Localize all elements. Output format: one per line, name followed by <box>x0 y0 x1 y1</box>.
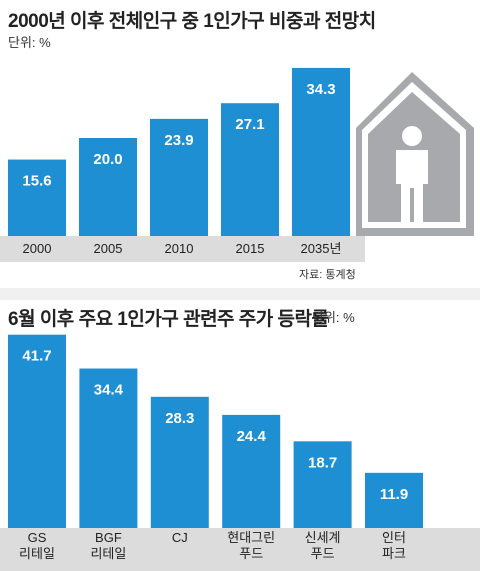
chart2-axis-band <box>0 528 480 571</box>
chart1-value-label: 34.3 <box>306 81 335 98</box>
section-divider <box>0 288 480 300</box>
chart1-value-label: 15.6 <box>22 173 51 190</box>
chart2-unit: 단위: % <box>312 310 355 325</box>
chart1-value-label: 20.0 <box>93 151 122 168</box>
chart1-bar <box>292 67 350 237</box>
chart2-bar <box>8 334 66 528</box>
chart1-source: 자료: 통계청 <box>299 269 356 281</box>
chart2-value-label: 24.4 <box>237 428 267 445</box>
chart1-bar <box>221 103 279 237</box>
chart2-value-label: 18.7 <box>308 454 337 471</box>
chart2-bar <box>79 368 138 528</box>
chart1-title: 2000년 이후 전체인구 중 1인가구 비중과 전망치 <box>8 11 376 32</box>
chart2-value-label: 28.3 <box>165 410 194 427</box>
chart1-tick-label: 2000 <box>23 241 52 256</box>
chart2-value-label: 34.4 <box>94 382 124 399</box>
chart1-tick-label: 2010 <box>165 241 194 256</box>
chart1-bar <box>79 138 137 236</box>
chart2-bar <box>365 472 423 528</box>
chart1-bar <box>8 159 66 236</box>
chart1-bar <box>150 118 208 236</box>
chart1-tick-label: 2035년 <box>301 241 342 256</box>
chart1-unit: 단위: % <box>8 35 51 50</box>
chart1-axis-band <box>0 236 365 262</box>
chart2-bar <box>222 414 281 528</box>
chart2-tick-label: 인터 파크 <box>382 530 406 561</box>
chart1-tick-label: 2015 <box>236 241 265 256</box>
chart2-title: 6월 이후 주요 1인가구 관련주 주가 등락률 <box>8 309 329 330</box>
chart2-tick-label: 신세계 푸드 <box>305 530 341 561</box>
chart2-value-label: 11.9 <box>380 486 408 503</box>
chart2-tick-label: BGF 리테일 <box>90 530 126 561</box>
chart1-value-label: 27.1 <box>235 116 264 133</box>
chart2-tick-label: CJ <box>172 530 188 545</box>
chart2-tick-label: 현대그린 푸드 <box>227 530 275 561</box>
chart2-value-label: 41.7 <box>22 348 51 365</box>
chart1-tick-label: 2005 <box>94 241 123 256</box>
chart2-bar <box>293 441 352 528</box>
house-person-icon <box>356 72 474 236</box>
chart1-value-label: 23.9 <box>164 132 193 149</box>
chart1-plot: 15.6 2000 20.0 2005 23.9 2010 27.1 2015 34.3 2035… <box>0 67 474 262</box>
chart2-tick-label: GS 리테일 <box>19 530 55 561</box>
chart2-bar <box>150 396 209 528</box>
